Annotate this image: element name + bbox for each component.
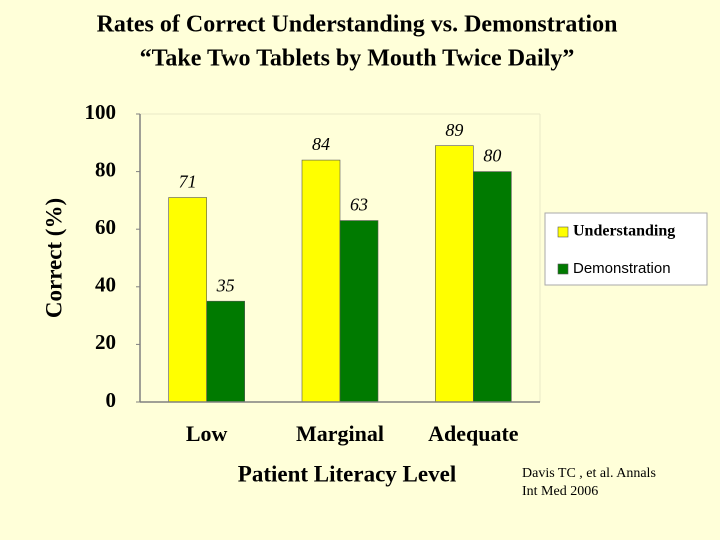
bar bbox=[206, 300, 245, 403]
y-tick-label: 40 bbox=[95, 273, 116, 297]
y-axis-label: Correct (%) bbox=[41, 198, 66, 318]
y-tick-label: 100 bbox=[85, 100, 117, 124]
legend-box bbox=[544, 212, 708, 286]
chart-title: Rates of Correct Understanding vs. Demon… bbox=[97, 12, 618, 38]
bar bbox=[473, 171, 512, 403]
data-label: 63 bbox=[350, 195, 368, 215]
legend-swatch bbox=[557, 226, 569, 238]
y-tick-label: 80 bbox=[95, 157, 116, 181]
bar bbox=[339, 220, 379, 403]
bar bbox=[168, 197, 207, 403]
x-tick-label: Adequate bbox=[428, 421, 519, 446]
legend-label: Demonstration bbox=[573, 260, 671, 277]
y-tick-label: 20 bbox=[95, 330, 116, 354]
source-line: Davis TC , et al. Annals bbox=[522, 466, 656, 481]
x-axis-label: Patient Literacy Level bbox=[238, 461, 456, 486]
x-tick-label: Low bbox=[186, 421, 228, 446]
bar bbox=[435, 145, 474, 403]
data-label: 71 bbox=[179, 172, 197, 192]
data-label: 84 bbox=[312, 134, 330, 154]
y-tick-label: 0 bbox=[106, 388, 117, 412]
source-line: Int Med 2006 bbox=[522, 484, 598, 499]
data-label: 35 bbox=[216, 275, 235, 295]
chart-subtitle: “Take Two Tablets by Mouth Twice Daily” bbox=[140, 46, 575, 72]
x-tick-label: Marginal bbox=[296, 421, 384, 446]
data-label: 89 bbox=[445, 120, 463, 140]
legend-swatch bbox=[557, 263, 569, 275]
data-label: 80 bbox=[483, 146, 501, 166]
bar bbox=[301, 159, 341, 403]
y-tick-label: 60 bbox=[95, 215, 116, 239]
legend-label: Understanding bbox=[573, 223, 675, 240]
